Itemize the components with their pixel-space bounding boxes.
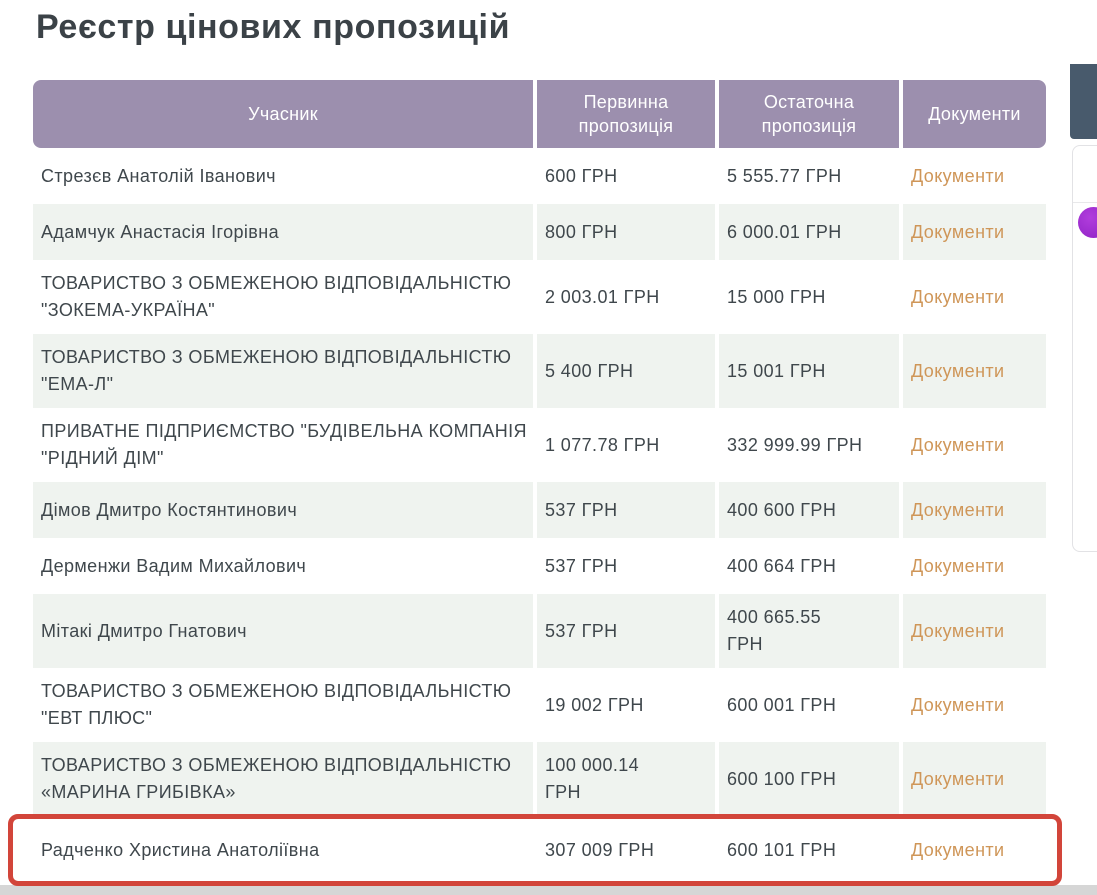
documents-cell: Документи [903, 742, 1046, 816]
documents-cell: Документи [903, 538, 1046, 594]
initial-offer-cell: 537 ГРН [537, 594, 715, 668]
final-offer-cell: 6 000.01 ГРН [719, 204, 899, 260]
documents-cell: Документи [903, 204, 1046, 260]
final-offer-cell: 600 100 ГРН [719, 742, 899, 816]
initial-offer-cell: 100 000.14 ГРН [537, 742, 715, 816]
table-row: ПРИВАТНЕ ПІДПРИЄМСТВО "БУДІВЕЛЬНА КОМПАН… [33, 408, 1046, 482]
participant-cell: Стрезєв Анатолій Іванович [33, 148, 533, 204]
initial-offer-cell: 1 077.78 ГРН [537, 408, 715, 482]
table-row: Стрезєв Анатолій Іванович 600 ГРН 5 555.… [33, 148, 1046, 204]
price-offers-table: Учасник Первинна пропозиція Остаточна пр… [8, 80, 1062, 886]
initial-offer-cell: 19 002 ГРН [537, 668, 715, 742]
documents-cell: Документи [903, 816, 1046, 884]
final-offer-cell: 400 665.55 ГРН [719, 594, 899, 668]
column-header-documents: Документи [903, 80, 1046, 148]
documents-cell: Документи [903, 334, 1046, 408]
table-body: Стрезєв Анатолій Іванович 600 ГРН 5 555.… [8, 148, 1062, 886]
table-row: ТОВАРИСТВО З ОБМЕЖЕНОЮ ВІДПОВІДАЛЬНІСТЮ … [33, 334, 1046, 408]
final-offer-cell: 400 664 ГРН [719, 538, 899, 594]
documents-link[interactable]: Документи [911, 694, 1005, 715]
initial-offer-cell: 537 ГРН [537, 482, 715, 538]
column-header-initial-offer: Первинна пропозиція [537, 80, 715, 148]
documents-cell: Документи [903, 408, 1046, 482]
table-row: ТОВАРИСТВО З ОБМЕЖЕНОЮ ВІДПОВІДАЛЬНІСТЮ … [33, 668, 1046, 742]
page-title: Реєстр цінових пропозицій [36, 8, 511, 46]
final-offer-cell: 15 000 ГРН [719, 260, 899, 334]
initial-offer-cell: 307 009 ГРН [537, 816, 715, 884]
documents-link[interactable]: Документи [911, 839, 1005, 860]
documents-link[interactable]: Документи [911, 286, 1005, 307]
participant-cell: Мітакі Дмитро Гнатович [33, 594, 533, 668]
participant-cell: Радченко Христина Анатоліївна [33, 816, 533, 884]
participant-cell: ТОВАРИСТВО З ОБМЕЖЕНОЮ ВІДПОВІДАЛЬНІСТЮ … [33, 334, 533, 408]
documents-link[interactable]: Документи [911, 768, 1005, 789]
table-row: Мітакі Дмитро Гнатович 537 ГРН 400 665.5… [33, 594, 1046, 668]
initial-offer-cell: 600 ГРН [537, 148, 715, 204]
participant-cell: ТОВАРИСТВО З ОБМЕЖЕНОЮ ВІДПОВІДАЛЬНІСТЮ … [33, 668, 533, 742]
final-offer-cell: 600 001 ГРН [719, 668, 899, 742]
documents-link[interactable]: Документи [911, 360, 1005, 381]
final-offer-cell: 400 600 ГРН [719, 482, 899, 538]
column-header-participant: Учасник [33, 80, 533, 148]
participant-cell: Адамчук Анастасія Ігорівна [33, 204, 533, 260]
final-offer-cell: 600 101 ГРН [719, 816, 899, 884]
documents-link[interactable]: Документи [911, 434, 1005, 455]
documents-link[interactable]: Документи [911, 620, 1005, 641]
table-row: Дерменжи Вадим Михайлович 537 ГРН 400 66… [33, 538, 1046, 594]
table-row: Дімов Дмитро Костянтинович 537 ГРН 400 6… [33, 482, 1046, 538]
documents-cell: Документи [903, 668, 1046, 742]
initial-offer-cell: 2 003.01 ГРН [537, 260, 715, 334]
table-header-row: Учасник Первинна пропозиція Остаточна пр… [33, 80, 1046, 148]
documents-link[interactable]: Документи [911, 499, 1005, 520]
final-offer-cell: 5 555.77 ГРН [719, 148, 899, 204]
participant-cell: Дерменжи Вадим Михайлович [33, 538, 533, 594]
table-row: Адамчук Анастасія Ігорівна 800 ГРН 6 000… [33, 204, 1046, 260]
column-header-final-offer: Остаточна пропозиція [719, 80, 899, 148]
final-offer-cell: 332 999.99 ГРН [719, 408, 899, 482]
participant-cell: ПРИВАТНЕ ПІДПРИЄМСТВО "БУДІВЕЛЬНА КОМПАН… [33, 408, 533, 482]
initial-offer-cell: 800 ГРН [537, 204, 715, 260]
participant-cell: ТОВАРИСТВО З ОБМЕЖЕНОЮ ВІДПОВІДАЛЬНІСТЮ … [33, 260, 533, 334]
table-row: ТОВАРИСТВО З ОБМЕЖЕНОЮ ВІДПОВІДАЛЬНІСТЮ … [33, 742, 1046, 816]
participant-cell: Дімов Дмитро Костянтинович [33, 482, 533, 538]
purple-circle-badge [1078, 207, 1097, 238]
right-edge-dark-panel [1070, 64, 1097, 139]
participant-cell: ТОВАРИСТВО З ОБМЕЖЕНОЮ ВІДПОВІДАЛЬНІСТЮ … [33, 742, 533, 816]
initial-offer-cell: 537 ГРН [537, 538, 715, 594]
table-row: Радченко Христина Анатоліївна 307 009 ГР… [8, 814, 1062, 886]
documents-cell: Документи [903, 482, 1046, 538]
documents-cell: Документи [903, 148, 1046, 204]
documents-link[interactable]: Документи [911, 555, 1005, 576]
initial-offer-cell: 5 400 ГРН [537, 334, 715, 408]
final-offer-cell: 15 001 ГРН [719, 334, 899, 408]
documents-link[interactable]: Документи [911, 165, 1005, 186]
documents-cell: Документи [903, 260, 1046, 334]
page-bottom-strip [0, 885, 1097, 895]
table-row: ТОВАРИСТВО З ОБМЕЖЕНОЮ ВІДПОВІДАЛЬНІСТЮ … [33, 260, 1046, 334]
side-panel-divider [1073, 202, 1097, 203]
documents-cell: Документи [903, 594, 1046, 668]
documents-link[interactable]: Документи [911, 221, 1005, 242]
